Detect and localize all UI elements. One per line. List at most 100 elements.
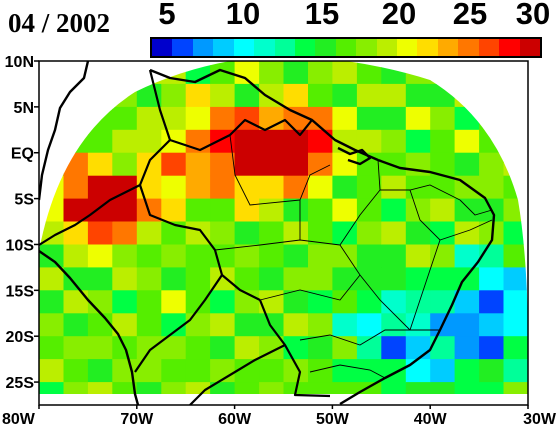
heatmap-cell (479, 313, 504, 337)
heatmap-cell (356, 313, 382, 337)
heatmap-cell (39, 267, 64, 291)
colorbar-tick: 20 (381, 0, 417, 31)
heatmap-cell (63, 313, 89, 337)
heatmap-cell (405, 290, 431, 314)
heatmap-cell (283, 106, 309, 131)
heatmap-cell (63, 244, 89, 268)
heatmap-cell (332, 61, 358, 85)
heatmap-cell (234, 313, 260, 337)
heatmap-cell (185, 244, 211, 268)
latitude-label: 20S (6, 329, 35, 346)
heatmap-cell (430, 244, 456, 268)
heatmap-cell (87, 198, 113, 222)
heatmap-cell (430, 221, 456, 245)
heatmap-cell (381, 244, 407, 268)
heatmap-cell (39, 359, 64, 383)
country-border (134, 274, 223, 373)
latitude-label: 5N (14, 100, 34, 117)
heatmap-cell (356, 61, 382, 85)
heatmap-cell (503, 382, 528, 394)
heatmap-cell (39, 61, 64, 85)
heatmap-cell (112, 175, 138, 200)
heatmap-cell (136, 129, 162, 154)
heatmap-cell (332, 267, 358, 291)
heatmap-cell (332, 152, 358, 177)
heatmap-cell (332, 313, 358, 337)
heatmap-cell (479, 290, 504, 314)
heatmap-cell (112, 83, 138, 108)
heatmap-layer (39, 61, 528, 394)
heatmap-cell (283, 61, 309, 85)
heatmap-cell (356, 359, 382, 383)
heatmap-cell (185, 198, 211, 222)
heatmap-cell (479, 336, 504, 360)
state-border (214, 239, 341, 251)
heatmap-cell (234, 175, 260, 200)
heatmap-cell (210, 382, 236, 394)
latitude-label: 5S (14, 192, 34, 209)
heatmap-cell (87, 221, 113, 245)
heatmap-cell (210, 221, 236, 245)
heatmap-cell (161, 267, 187, 291)
state-border (339, 159, 381, 246)
heatmap-cell (234, 61, 260, 85)
heatmap-cell (283, 244, 309, 268)
heatmap-cell (308, 175, 333, 200)
heatmap-cell (283, 313, 309, 337)
heatmap-cell (112, 106, 138, 131)
heatmap-cell (210, 336, 236, 360)
heatmap-cell (283, 359, 309, 383)
heatmap-cell (332, 198, 358, 222)
heatmap-cell (356, 221, 382, 245)
heatmap-cell (185, 83, 211, 108)
colorbar-swatch (192, 39, 214, 56)
heatmap-cell (234, 198, 260, 222)
heatmap-cell (405, 129, 431, 154)
colorbar-swatch (499, 39, 520, 56)
heatmap-cell (185, 152, 211, 177)
heatmap-cell (161, 336, 187, 360)
heatmap-cell (185, 290, 211, 314)
heatmap-cell (136, 106, 162, 131)
state-border (299, 164, 331, 240)
heatmap-cell (479, 382, 504, 394)
state-border (339, 244, 411, 331)
heatmap-cell (381, 221, 407, 245)
heatmap-cell (210, 290, 236, 314)
heatmap-cell (430, 382, 456, 394)
heatmap-cell (503, 83, 528, 108)
heatmap-cell (112, 152, 138, 177)
heatmap-cell (308, 313, 333, 337)
heatmap-cell (308, 198, 333, 222)
colorbar-tick: 30 (515, 0, 551, 31)
longitude-label: 30W (523, 411, 557, 428)
heatmap-cell (87, 175, 113, 200)
heatmap-cell (185, 175, 211, 200)
heatmap-cell (136, 290, 162, 314)
heatmap-cell (454, 221, 480, 245)
state-border (259, 274, 361, 301)
heatmap-cell (283, 83, 309, 108)
heatmap-cell (308, 359, 333, 383)
heatmap-cell (39, 198, 64, 222)
heatmap-cell (381, 129, 407, 154)
heatmap-cell (161, 152, 187, 177)
heatmap-cell (39, 336, 64, 360)
heatmap-cell (356, 198, 382, 222)
heatmap-cell (283, 221, 309, 245)
heatmap-cell (454, 83, 480, 108)
country-border (39, 69, 172, 246)
heatmap-cell (259, 61, 284, 85)
heatmap-cell (308, 244, 333, 268)
heatmap-cell (259, 313, 284, 337)
heatmap-cell (332, 83, 358, 108)
heatmap-cell (259, 359, 284, 383)
longitude-axis: 80W 70W 60W 50W 40W 30W (2, 405, 557, 428)
latitude-axis: 10N 5N EQ 5S 10S 15S 20S 25S (5, 54, 39, 392)
colorbar-swatch (376, 39, 398, 56)
heatmap-cell (430, 359, 456, 383)
state-border (229, 134, 301, 206)
heatmap-cell (87, 313, 113, 337)
heatmap-cell (112, 198, 138, 222)
heatmap-cell (234, 267, 260, 291)
